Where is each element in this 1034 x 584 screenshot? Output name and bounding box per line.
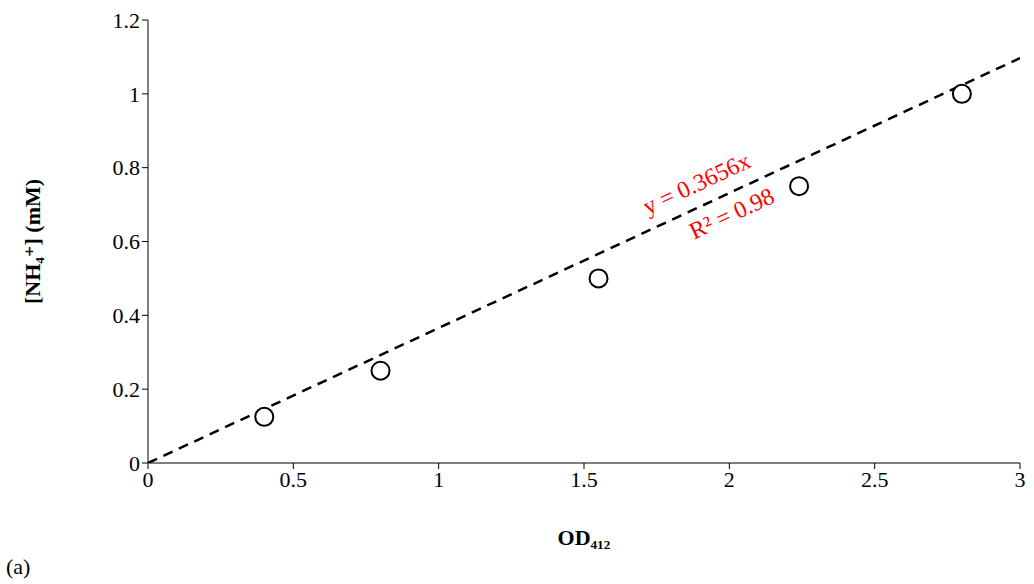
- svg-text:y = 0.3656x: y = 0.3656x: [639, 147, 755, 219]
- svg-text:2.5: 2.5: [861, 467, 889, 492]
- svg-text:0: 0: [143, 467, 154, 492]
- svg-text:0.5: 0.5: [280, 467, 308, 492]
- svg-text:0.8: 0.8: [113, 155, 141, 180]
- svg-text:1.5: 1.5: [570, 467, 598, 492]
- svg-text:0.4: 0.4: [113, 303, 141, 328]
- svg-text:3: 3: [1015, 467, 1026, 492]
- svg-text:[NH₄⁺] (mM): [NH₄⁺] (mM): [20, 179, 45, 304]
- svg-text:0.6: 0.6: [113, 229, 141, 254]
- svg-text:1.2: 1.2: [113, 8, 141, 33]
- svg-text:0: 0: [129, 451, 140, 476]
- svg-text:1: 1: [129, 82, 140, 107]
- svg-text:(a): (a): [6, 554, 30, 579]
- svg-text:OD₄₁₂: OD₄₁₂: [558, 525, 611, 550]
- svg-text:0.2: 0.2: [113, 377, 141, 402]
- svg-text:1: 1: [433, 467, 444, 492]
- svg-text:R² = 0.98: R² = 0.98: [685, 183, 778, 245]
- svg-text:2: 2: [724, 467, 735, 492]
